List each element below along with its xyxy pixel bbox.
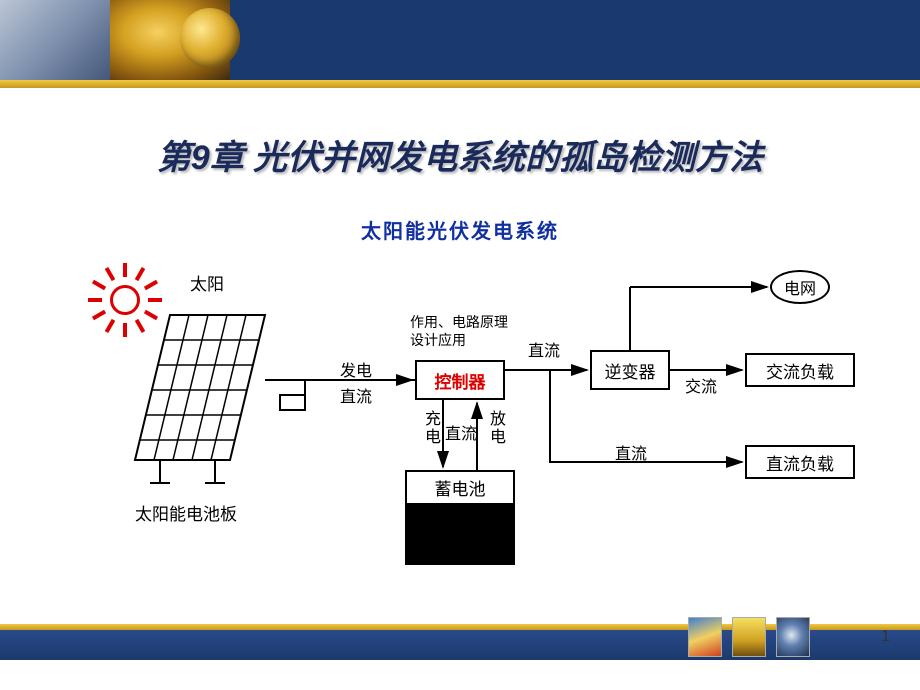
header-decor-coin [110, 0, 230, 80]
battery-node: 蓄电池 [405, 470, 515, 505]
page-number: 1 [881, 628, 890, 646]
pv-system-diagram: 太阳 太阳能电池板 作用、电路原理 设计应用 控制器 蓄电池 逆变器 电网 交流… [50, 255, 890, 595]
header-band [0, 0, 920, 88]
label-ac: 交流 [685, 373, 717, 397]
dcload-node: 直流负载 [745, 445, 855, 479]
label-gen: 发电 [340, 357, 372, 381]
label-charge: 充电 [418, 410, 442, 446]
grid-node: 电网 [770, 270, 830, 304]
controller-note-l2: 设计应用 [410, 331, 508, 349]
label-dc3: 直流 [615, 440, 647, 464]
header-decor-photo [0, 0, 110, 80]
footer-icon-3 [776, 617, 810, 657]
page-title: 第9章 光伏并网发电系统的孤岛检测方法 [0, 130, 920, 179]
panel-label: 太阳能电池板 [135, 500, 237, 525]
sun-label: 太阳 [190, 270, 224, 295]
diagram-title: 太阳能光伏发电系统 [0, 215, 920, 244]
footer-icon-2 [732, 617, 766, 657]
footer-icon-1 [688, 617, 722, 657]
inverter-node: 逆变器 [590, 350, 670, 390]
header-gold-strip [0, 80, 920, 88]
footer-icons [688, 617, 810, 657]
controller-note: 作用、电路原理 设计应用 [410, 313, 508, 349]
controller-node: 控制器 [415, 360, 505, 400]
acload-node: 交流负载 [745, 353, 855, 387]
battery-fill [405, 505, 515, 565]
label-discharge: 放电 [483, 410, 507, 446]
solar-panel-icon [130, 310, 270, 485]
label-dc4: 直流 [445, 420, 477, 444]
label-dc2: 直流 [528, 337, 560, 361]
controller-note-l1: 作用、电路原理 [410, 313, 508, 331]
label-dc1: 直流 [340, 383, 372, 407]
